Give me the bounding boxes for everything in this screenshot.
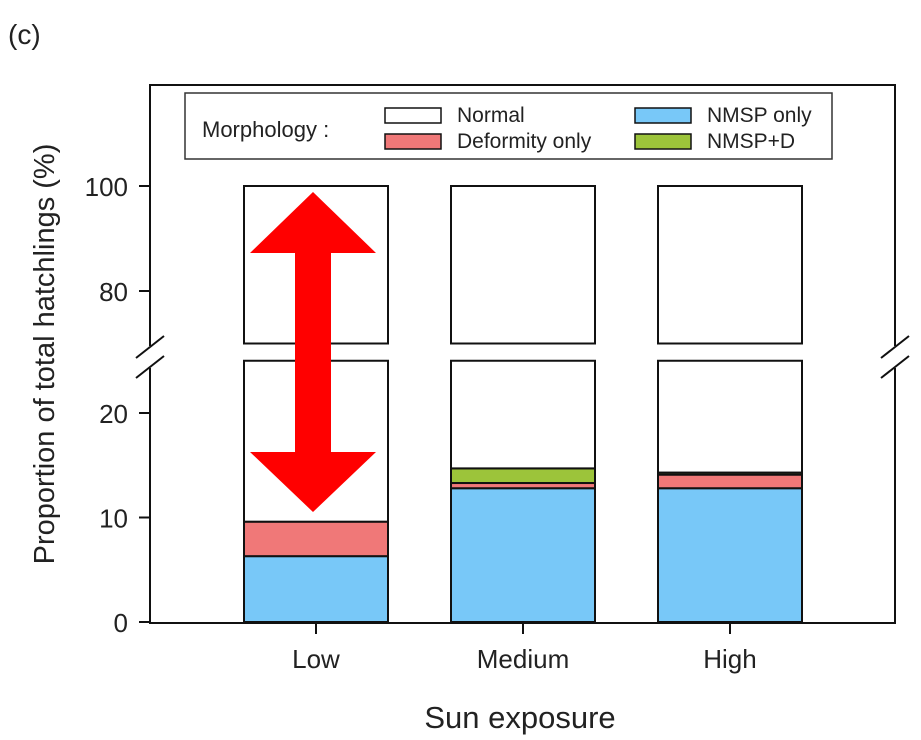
legend-title: Morphology :	[202, 117, 329, 142]
x-axis-label: Sun exposure	[424, 700, 615, 735]
x-tick-labels: Low Medium High	[292, 623, 757, 674]
legend: Morphology : Normal Deformity only NMSP on…	[184, 92, 833, 160]
y-ticks: 0 10 20 80 100	[85, 172, 150, 638]
x-tick-label-high: High	[703, 644, 756, 674]
legend-swatch	[384, 107, 442, 124]
bars	[243, 185, 803, 623]
x-tick-label-medium: Medium	[477, 644, 569, 674]
y-axis-label: Proportion of total hatchlings (%)	[29, 144, 61, 565]
legend-swatch	[634, 133, 692, 150]
bar-high-nmsp-only	[657, 487, 803, 623]
y-tick-label: 10	[99, 504, 128, 534]
bar-low-nmsp-only	[243, 555, 389, 623]
panel-label: (c)	[8, 19, 41, 50]
bar-medium-normal	[450, 359, 596, 470]
legend-item-label: Deformity only	[457, 130, 592, 153]
bar-medium-nmsp-only	[450, 487, 596, 623]
y-tick-label: 80	[99, 277, 128, 307]
y-tick-label: 20	[99, 399, 128, 429]
bar-medium-normal-upper	[450, 185, 596, 345]
legend-swatch	[384, 133, 442, 150]
legend-box	[184, 92, 833, 160]
bar-high-normal	[657, 359, 803, 474]
double-arrow-icon	[250, 192, 376, 512]
legend-item-label: NMSP+D	[707, 130, 795, 153]
axis-break-left	[135, 335, 165, 379]
axis-break-right	[880, 335, 910, 379]
bar-low-deformity-only	[243, 520, 389, 558]
legend-item-label: NMSP only	[707, 104, 812, 127]
x-tick-label-low: Low	[292, 644, 340, 674]
legend-item-label: Normal	[457, 104, 525, 127]
legend-swatch	[634, 107, 692, 124]
y-tick-label: 0	[114, 608, 128, 638]
y-tick-label: 100	[85, 172, 128, 202]
bar-medium-nmsp-d	[450, 467, 596, 485]
bar-high-deformity-only	[657, 473, 803, 490]
bar-high-normal-upper	[657, 185, 803, 345]
